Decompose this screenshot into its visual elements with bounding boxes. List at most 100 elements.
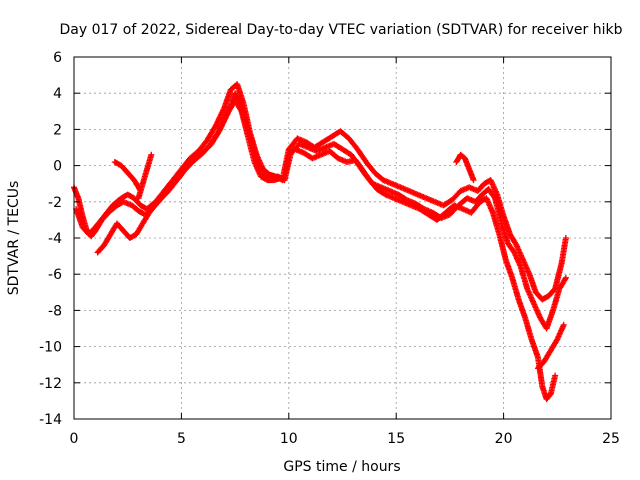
data-point-run (86, 225, 98, 238)
data-point-run (204, 124, 218, 144)
data-point-run (528, 336, 541, 360)
data-point (562, 235, 569, 241)
data-point-run (468, 200, 482, 216)
data-point-run (517, 264, 530, 291)
data-point-run (345, 135, 360, 152)
data-point-run (187, 149, 201, 162)
data-point-run (180, 160, 195, 174)
series-track-c (94, 90, 559, 403)
data-point-run (339, 146, 353, 157)
data-point-run (195, 138, 210, 155)
data-point-run (519, 256, 532, 276)
x-tick-label: 20 (495, 431, 513, 447)
data-point-run (326, 148, 341, 161)
data-point-run (221, 104, 234, 122)
data-point (552, 372, 559, 379)
grid (74, 57, 611, 419)
data-point-run (494, 191, 507, 218)
series-track-b (73, 81, 569, 303)
data-point-run (129, 202, 141, 213)
data-point-run (558, 236, 569, 267)
x-axis-label: GPS time / hours (283, 459, 400, 475)
y-tick-label: -8 (48, 303, 62, 319)
data-point-run (242, 119, 255, 146)
x-tick-label: 0 (70, 431, 79, 447)
data-point (470, 177, 477, 184)
data-point-run (118, 162, 130, 175)
data-point-run (221, 88, 234, 111)
data-point-run (511, 249, 524, 269)
data-point-run (526, 271, 539, 294)
data-point (560, 321, 567, 328)
data-point-run (212, 106, 227, 129)
data-point-run (320, 134, 334, 146)
data-point-run (257, 173, 269, 183)
data-point-run (146, 200, 160, 216)
data-point-run (94, 243, 107, 256)
data-point-run (513, 242, 526, 262)
data-point-run (330, 140, 345, 152)
data-point-run (474, 181, 487, 194)
data-point-run (440, 197, 454, 209)
data-point-run (365, 175, 379, 191)
data-point-run (434, 210, 448, 223)
data-point-run (395, 191, 409, 203)
data-point-run (509, 274, 522, 302)
data-point-run (214, 117, 227, 136)
series-spur-17.8h (453, 151, 477, 184)
data-point-run (154, 189, 169, 205)
data-point-run (178, 156, 192, 173)
data-point-run (75, 195, 86, 218)
data-point-run (504, 240, 517, 255)
data-point-run (131, 195, 143, 208)
data-point-run (547, 337, 560, 354)
data-point-run (487, 177, 500, 197)
data-point-run (232, 90, 242, 103)
data-point-run (236, 97, 249, 124)
data-point-run (481, 177, 493, 187)
data-point-run (522, 314, 535, 341)
data-point-run (477, 195, 489, 205)
data-point-run (73, 206, 86, 229)
y-tick-label: -10 (39, 340, 62, 356)
data-point-run (354, 146, 369, 164)
data-point-run (554, 323, 567, 343)
data-point-run (311, 139, 325, 151)
data-point-run (543, 391, 553, 403)
data-point-run (133, 221, 145, 238)
y-axis-label: SDTVAR / TECUs (6, 181, 22, 296)
data-point-run (496, 231, 509, 262)
plot-area (71, 81, 569, 403)
data-point-run (545, 286, 558, 299)
data-point-run (251, 159, 264, 178)
data-point-run (556, 276, 569, 292)
data-point-run (472, 192, 485, 205)
series-spur-2h (111, 159, 144, 194)
data-point-run (111, 159, 123, 168)
data-point-run (483, 195, 496, 215)
data-point-run (485, 186, 498, 200)
data-point-run (492, 195, 505, 225)
data-point-run (449, 189, 463, 203)
data-point-run (234, 81, 247, 106)
y-tick-label: 4 (53, 86, 62, 102)
data-point-run (281, 151, 294, 184)
x-tick-label: 10 (280, 431, 298, 447)
data-point-run (552, 261, 565, 292)
data-point-run (371, 169, 386, 183)
x-tick-label: 25 (602, 431, 620, 447)
data-point-run (373, 186, 388, 197)
data-point-run (547, 374, 558, 397)
x-tick-label: 5 (177, 431, 186, 447)
chart-title: Day 017 of 2022, Sidereal Day-to-day VTE… (60, 22, 623, 38)
data-point-run (348, 151, 362, 168)
series-spur-22.5h (535, 321, 567, 372)
data-point-run (249, 140, 262, 168)
y-tick-label: -12 (39, 376, 62, 392)
data-point-run (135, 174, 148, 202)
data-point (562, 274, 569, 281)
data-point-run (524, 285, 536, 305)
data-point-run (126, 232, 138, 241)
data-point-run (489, 209, 502, 236)
data-point-run (114, 220, 126, 233)
